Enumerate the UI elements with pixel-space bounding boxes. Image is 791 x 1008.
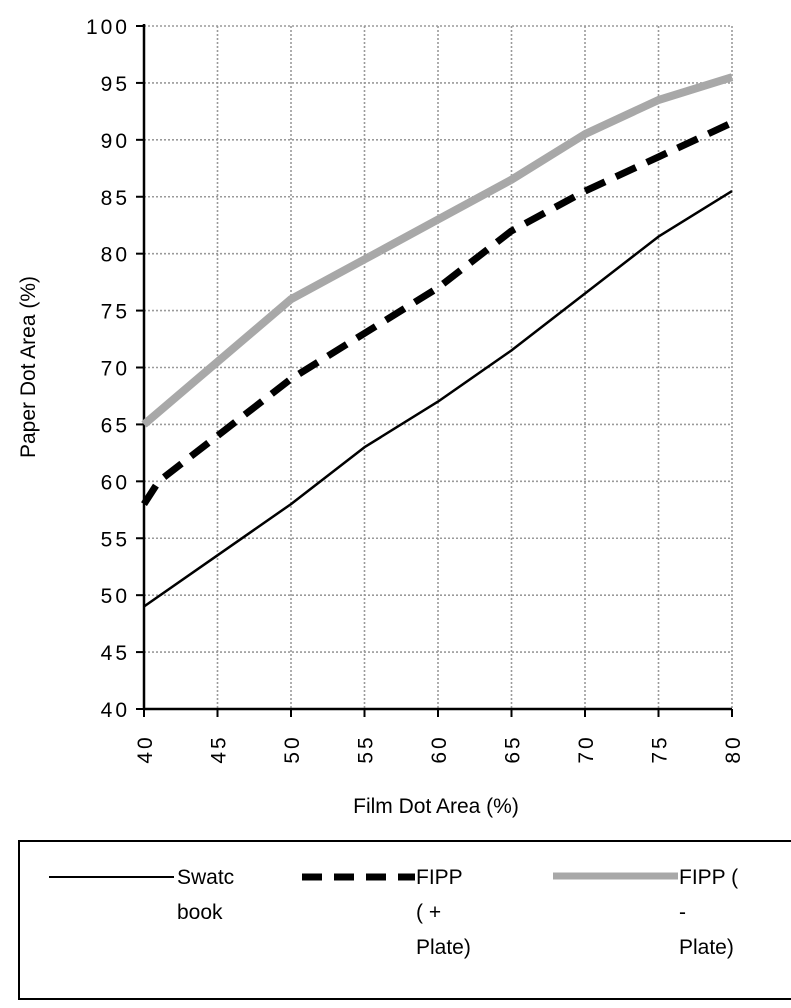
y-axis-title: Paper Dot Area (%) — [17, 276, 40, 458]
y-tick-label: 70 — [101, 358, 130, 381]
legend: Swatc book FIPP ( + Plate) FIPP ( - Plat… — [18, 840, 791, 1000]
y-tick-label: 80 — [101, 244, 130, 267]
x-tick-label: 80 — [722, 734, 745, 763]
x-axis-title: Film Dot Area (%) — [353, 795, 519, 818]
x-tick-label: 55 — [355, 734, 378, 763]
legend-label-fipp-minus-plate: FIPP ( - Plate) — [679, 866, 739, 959]
y-tick-labels: 40 45 50 55 60 65 70 75 80 85 90 95 100 — [86, 16, 130, 722]
y-tick-label: 60 — [101, 471, 130, 494]
line-chart: 40 45 50 55 60 65 70 75 80 85 90 95 100 40 45 50 55 60 65… — [17, 16, 745, 818]
series-line-solid-black — [143, 190, 733, 608]
grid-lines — [144, 25, 733, 709]
y-tick-label: 90 — [101, 130, 130, 153]
axes — [136, 24, 733, 717]
y-tick-label: 65 — [101, 414, 130, 437]
x-tick-label: 45 — [208, 734, 231, 763]
x-tick-label: 40 — [134, 734, 157, 763]
x-tick-label: 65 — [502, 734, 525, 763]
legend-label-swatc-book: Swatc book — [177, 866, 235, 924]
x-tick-label: 75 — [649, 734, 672, 763]
y-tick-label: 75 — [101, 301, 130, 324]
series-line-thick-gray — [141, 73, 734, 428]
y-tick-label: 55 — [101, 528, 130, 551]
series-line-dashed-black — [141, 119, 734, 506]
y-tick-label: 40 — [101, 699, 130, 722]
x-tick-label: 60 — [428, 734, 451, 763]
x-tick-labels: 40 45 50 55 60 65 70 75 80 — [134, 734, 745, 763]
x-tick-label: 70 — [575, 734, 598, 763]
y-tick-label: 100 — [86, 16, 130, 39]
series-group — [141, 73, 734, 608]
y-tick-label: 45 — [101, 642, 130, 665]
y-tick-label: 95 — [101, 73, 130, 96]
x-tick-label: 50 — [281, 734, 304, 763]
legend-swatches — [49, 872, 678, 881]
y-tick-label: 50 — [101, 585, 130, 608]
legend-label-fipp-plus-plate: FIPP ( + Plate) — [416, 866, 471, 959]
y-tick-label: 85 — [101, 187, 130, 210]
